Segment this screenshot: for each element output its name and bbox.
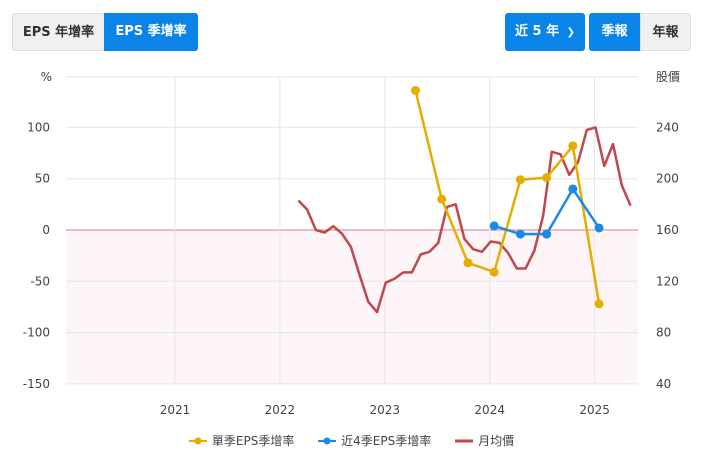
svg-text:-100: -100 [23, 326, 50, 340]
svg-text:-50: -50 [30, 274, 50, 288]
svg-text:0: 0 [42, 223, 50, 237]
chevron-down-icon: ❯ [566, 27, 576, 38]
dot-line-icon [318, 437, 337, 444]
tab-annual[interactable]: 年報 [640, 13, 691, 51]
svg-text:200: 200 [656, 172, 679, 186]
legend-item-price[interactable]: 月均價 [455, 432, 514, 449]
legend-item-yoy[interactable]: 單季EPS季增率 [188, 432, 294, 449]
svg-text:股價: 股價 [656, 70, 680, 84]
svg-text:100: 100 [27, 120, 50, 134]
svg-text:2024: 2024 [474, 403, 505, 417]
range-select[interactable]: 近 5 年 ❯ [505, 13, 585, 51]
legend-item-ttm[interactable]: 近4季EPS季增率 [318, 432, 431, 449]
line-icon [455, 439, 474, 442]
svg-text:80: 80 [656, 326, 671, 340]
svg-text:2021: 2021 [160, 403, 191, 417]
svg-text:-150: -150 [23, 377, 50, 391]
tab-eps-yoy[interactable]: EPS 年增率 [12, 13, 105, 51]
dot-line-icon [188, 437, 207, 444]
svg-text:2025: 2025 [579, 403, 610, 417]
svg-text:120: 120 [656, 274, 679, 288]
svg-text:50: 50 [35, 172, 50, 186]
tab-quarterly[interactable]: 季報 [589, 13, 640, 51]
tab-eps-qoq[interactable]: EPS 季增率 [104, 13, 198, 51]
svg-text:2022: 2022 [265, 403, 296, 417]
svg-text:240: 240 [656, 120, 679, 134]
svg-text:160: 160 [656, 223, 679, 237]
svg-text:%: % [41, 70, 52, 84]
svg-text:40: 40 [656, 377, 671, 391]
eps-chart: 2021 2022 2023 2024 2025% -150 -100 -50 0 50 100 股價… [23, 70, 680, 417]
svg-text:2023: 2023 [370, 403, 401, 417]
chart-legend: 單季EPS季增率 近4季EPS季增率 月均價 [0, 432, 703, 449]
range-label: 近 5 年 [514, 24, 560, 39]
